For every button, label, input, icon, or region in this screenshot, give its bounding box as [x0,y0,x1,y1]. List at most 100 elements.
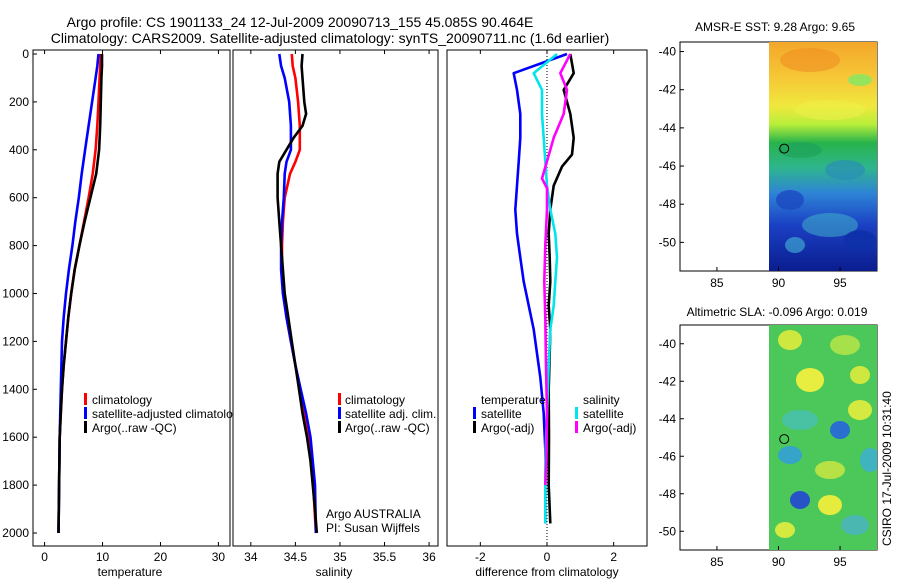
x-tick-label: 34 [244,550,258,564]
temperature-profiles [57,53,104,534]
lat-tick-label: -50 [659,235,677,249]
x-tick-label: 20 [154,550,168,564]
profile-line-argo-raw-qc- [276,53,319,534]
salinity-axis-ticks: 34 34.5 35 35.5 36 [244,50,436,564]
y-tick-label: 2000 [2,526,29,540]
x-tick-label: 0 [544,550,551,564]
x-tick-label: 10 [96,550,110,564]
salinity-legend: climatology satellite adj. clim. Argo(..… [338,393,436,435]
y-tick-label: 600 [9,191,29,205]
lat-tick-label: -48 [659,197,677,211]
x-tick-label: 0 [41,550,48,564]
argo-position-marker [779,143,790,154]
lat-tick-label: -50 [659,524,677,538]
salinity-panel: 34 34.5 35 35.5 36 salinity climatology sate… [232,49,439,579]
lon-tick-label: 95 [833,276,847,290]
y-tick-label: 1600 [2,430,29,444]
y-tick-label: 1800 [2,478,29,492]
legend-label-temp-argo: Argo(-adj) [481,421,534,435]
profile-line-argo-raw-qc- [57,54,104,534]
y-tick-label: 800 [9,239,29,253]
sla-lat-ticks: -40 -42 -44 -46 -48 -50 [659,337,684,538]
lat-tick-label: -44 [659,121,677,135]
legend-swatch-sal-argo [575,421,578,433]
sst-map-panel: AMSR-E SST: 9.28 Argo: 9.65 -40 -42 -44 -46… [659,20,878,290]
profile-line-temperature-satellite [512,52,568,524]
sla-lon-ticks: 85 90 95 [710,546,847,569]
temperature-panel: 0 200 400 600 800 1000 1200 1400 1600 1800 2000 0 1… [2,47,233,579]
temperature-axis-ticks: 0 10 20 30 [41,50,225,564]
lat-tick-label: -46 [659,159,677,173]
difference-axis-ticks: -2 0 2 [475,50,617,564]
lat-tick-label: -48 [659,487,677,501]
salinity-axes [232,49,439,547]
sst-map-title: AMSR-E SST: 9.28 Argo: 9.65 [695,20,855,34]
lon-tick-label: 95 [833,555,847,569]
legend-swatch-satellite [338,407,341,419]
x-tick-label: -2 [475,550,486,564]
lon-tick-label: 90 [772,555,786,569]
legend-swatch-satellite [84,407,87,419]
legend-group-temperature: temperature [481,393,546,407]
x-tick-label: 35.5 [373,550,397,564]
legend-swatch-temp-argo [473,421,476,433]
sla-map-panel: Altimetric SLA: -0.096 Argo: 0.019 -40-4… [659,305,878,569]
temperature-legend: climatology satellite-adjusted climatolo… [84,393,233,435]
x-tick-label: 2 [610,550,617,564]
x-tick-label: 35 [333,550,347,564]
sst-lat-ticks: -40 -42 -44 -46 -48 -50 [659,45,684,249]
y-tick-label: 0 [22,47,29,61]
lat-tick-label: -46 [659,449,677,463]
legend-label-climatology: climatology [92,393,152,407]
lon-tick-label: 85 [710,555,724,569]
depth-axis-ticks: 0 200 400 600 800 1000 1200 1400 1600 1800 2000 [2,47,37,540]
legend-label-satellite: satellite adj. clim. [345,407,436,421]
legend-swatch-argo [338,421,341,433]
figure-title-line2: Climatology: CARS2009. Satellite-adjuste… [51,30,609,46]
x-tick-label: 34.5 [284,550,308,564]
difference-profiles [512,52,576,524]
sst-heatmap [769,42,877,271]
difference-xlabel: difference from climatology [475,565,618,579]
legend-group-salinity: salinity [583,393,620,407]
legend-swatch-temp-satellite [473,407,476,419]
temperature-xlabel: temperature [98,565,163,579]
argo-position-marker [779,434,790,445]
lat-tick-label: -44 [659,412,677,426]
legend-label-sal-satellite: satellite [583,407,624,421]
temperature-axes [32,49,231,547]
difference-legend: temperature satellite Argo(-adj) salinit… [473,393,636,435]
legend-label-temp-satellite: satellite [481,407,522,421]
lon-tick-label: 85 [710,276,724,290]
y-tick-label: 200 [9,95,29,109]
legend-label-argo: Argo(..raw -QC) [92,421,177,435]
x-tick-label: 30 [212,550,226,564]
y-tick-label: 400 [9,143,29,157]
profile-line-salinity-argo-adj- [540,53,572,486]
y-tick-label: 1200 [2,334,29,348]
lon-tick-label: 90 [772,276,786,290]
legend-swatch-climatology [338,393,341,405]
y-tick-label: 1000 [2,287,29,301]
csiro-timestamp-label: CSIRO 17-Jul-2009 10:31:40 [880,391,894,546]
y-tick-label: 1400 [2,382,29,396]
sst-lon-ticks: 85 90 95 [710,267,847,290]
x-tick-label: 36 [422,550,436,564]
difference-panel: -2 0 2 difference from climatology tempera… [446,49,648,579]
legend-swatch-argo [84,421,87,433]
lat-tick-label: -42 [659,374,677,388]
legend-swatch-climatology [84,393,87,405]
legend-label-climatology: climatology [345,393,405,407]
lat-tick-label: -40 [659,45,677,59]
lat-tick-label: -42 [659,83,677,97]
profile-line-salinity-satellite [532,52,559,524]
legend-swatch-sal-satellite [575,407,578,419]
argo-agency-label: Argo AUSTRALIA [326,507,421,521]
sla-heatmap [769,325,877,550]
salinity-profiles [276,53,319,534]
argo-pi-label: PI: Susan Wijffels [326,521,420,535]
sla-map-title: Altimetric SLA: -0.096 Argo: 0.019 [687,305,868,319]
figure-title-line1: Argo profile: CS 1901133_24 12-Jul-2009 … [67,14,534,30]
lat-tick-label: -40 [659,337,677,351]
legend-label-satellite: satellite-adjusted climatolo [92,407,233,421]
